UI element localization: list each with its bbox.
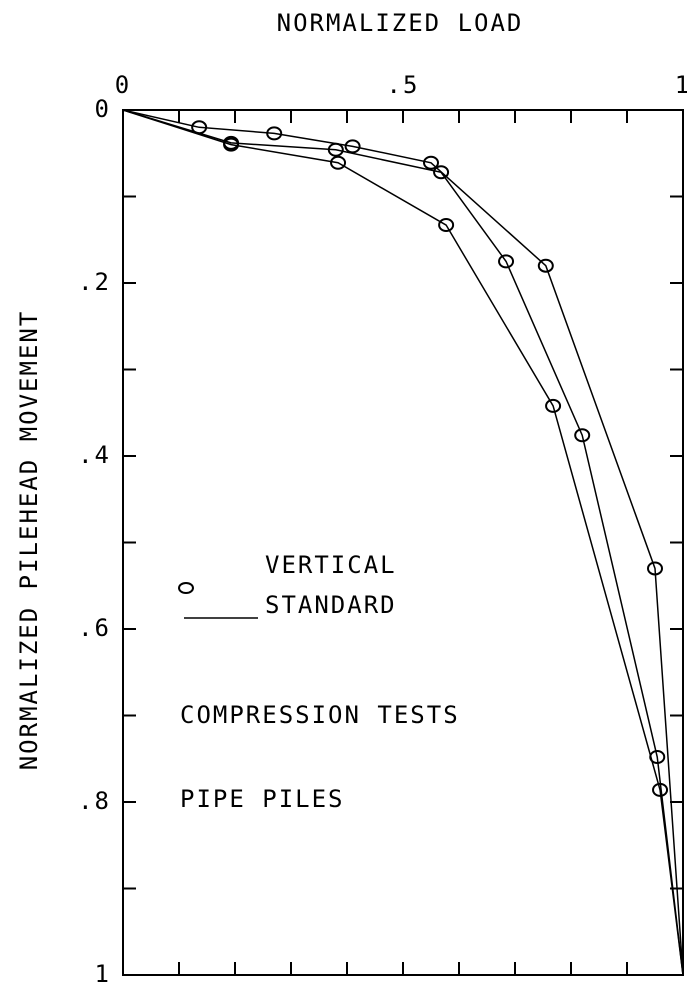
data-point bbox=[647, 561, 663, 576]
annotation: PIPE PILES bbox=[180, 785, 345, 813]
y-tick-label: 0 bbox=[95, 95, 111, 123]
data-point bbox=[498, 254, 515, 269]
data-point bbox=[266, 126, 283, 141]
data-point bbox=[438, 218, 455, 233]
chart-title: NORMALIZED LOAD bbox=[277, 9, 524, 37]
y-tick-label: .8 bbox=[78, 787, 111, 815]
legend-marker bbox=[178, 582, 194, 594]
y-tick-label: .6 bbox=[78, 614, 111, 642]
x-tick-label: 1 bbox=[675, 71, 687, 99]
data-point bbox=[537, 258, 554, 273]
plot-frame bbox=[122, 109, 684, 976]
data-point bbox=[327, 142, 344, 157]
series-line bbox=[122, 109, 684, 976]
legend-label: VERTICAL bbox=[265, 551, 397, 579]
data-point bbox=[433, 165, 450, 180]
data-point bbox=[423, 155, 439, 170]
data-point bbox=[652, 782, 669, 797]
series-line bbox=[122, 109, 684, 976]
data-point bbox=[223, 137, 240, 152]
annotation: COMPRESSION TESTS bbox=[180, 701, 460, 729]
data-point bbox=[344, 139, 361, 154]
y-tick-label: .4 bbox=[78, 441, 111, 469]
y-tick-label: .2 bbox=[78, 268, 111, 296]
x-tick-label: .5 bbox=[387, 71, 420, 99]
series-line bbox=[122, 109, 684, 976]
y-tick-label: 1 bbox=[95, 960, 111, 988]
data-point bbox=[330, 155, 347, 170]
x-tick-label: 0 bbox=[115, 71, 131, 99]
data-point bbox=[545, 398, 562, 413]
data-point bbox=[574, 428, 591, 443]
y-axis-label: NORMALIZED PILEHEAD MOVEMENT bbox=[15, 310, 43, 771]
legend-label: STANDARD bbox=[265, 591, 397, 619]
